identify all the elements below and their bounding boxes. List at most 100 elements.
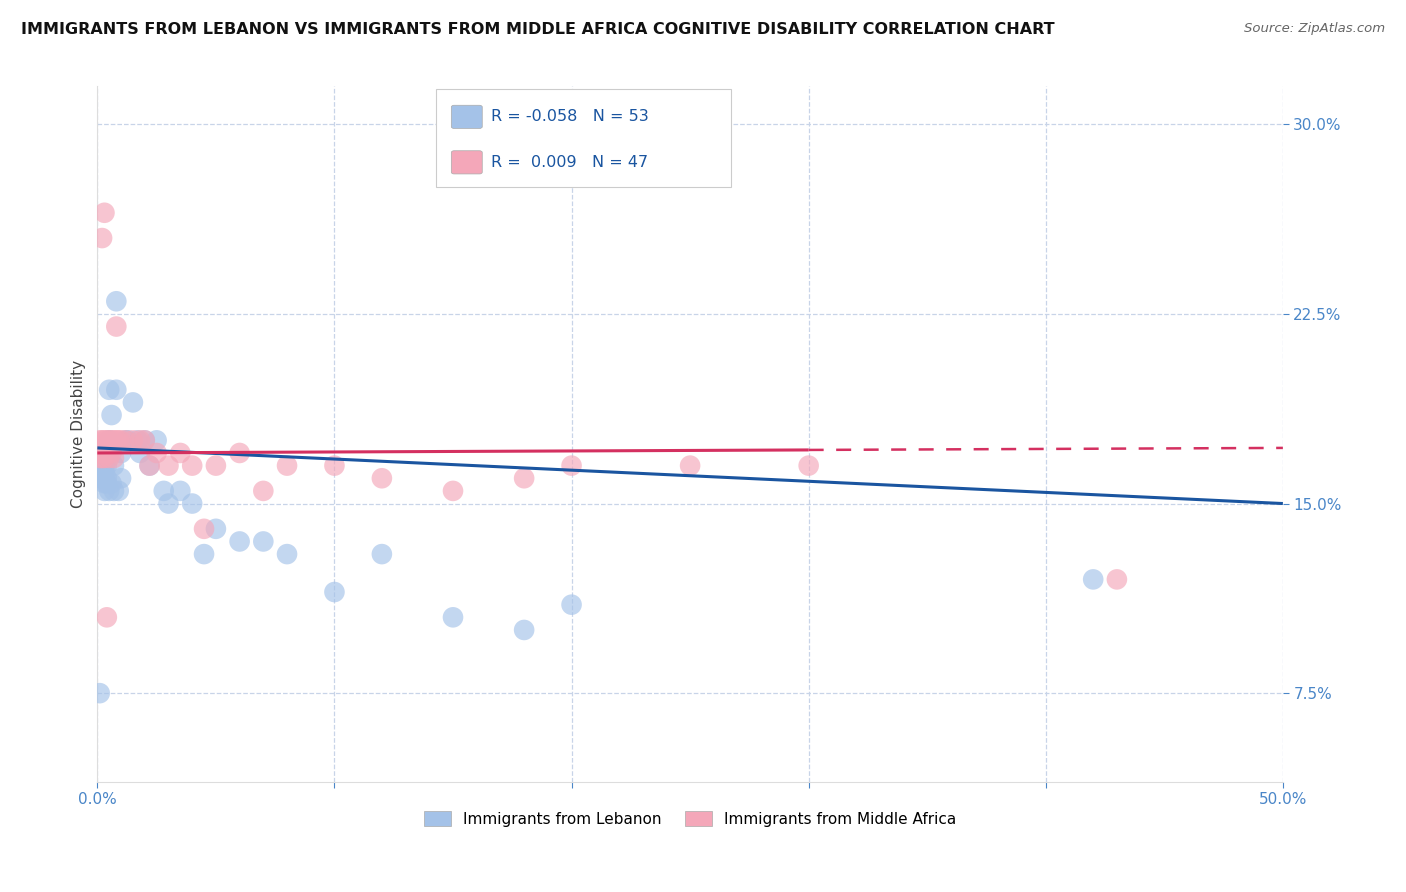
Point xyxy=(110,434,132,448)
Point xyxy=(93,434,115,448)
Point xyxy=(181,497,204,511)
Point xyxy=(110,471,132,485)
Point xyxy=(252,483,274,498)
Point xyxy=(91,446,114,460)
Point xyxy=(91,450,114,465)
Point xyxy=(157,458,180,473)
Point xyxy=(1083,573,1105,587)
Point xyxy=(797,458,820,473)
Point xyxy=(89,458,111,473)
Point xyxy=(157,497,180,511)
Point xyxy=(122,434,145,448)
Point xyxy=(100,408,122,422)
Point xyxy=(169,483,191,498)
Point xyxy=(323,585,346,599)
Point xyxy=(181,458,204,473)
Point xyxy=(110,446,132,460)
Point xyxy=(205,522,228,536)
Point xyxy=(89,686,111,700)
Text: R = -0.058   N = 53: R = -0.058 N = 53 xyxy=(491,110,648,124)
Point xyxy=(127,434,149,448)
Point xyxy=(105,434,128,448)
Point xyxy=(228,534,250,549)
Point xyxy=(107,483,129,498)
Point xyxy=(103,434,125,448)
Point xyxy=(105,383,128,397)
Point xyxy=(91,231,114,245)
Point xyxy=(371,471,394,485)
Point xyxy=(679,458,702,473)
Point xyxy=(89,458,111,473)
Point xyxy=(91,458,114,473)
Point xyxy=(105,319,128,334)
Point xyxy=(103,450,125,465)
Point xyxy=(561,598,583,612)
Point xyxy=(93,458,115,473)
Point xyxy=(138,458,160,473)
Point xyxy=(134,434,156,448)
Point xyxy=(252,534,274,549)
Point xyxy=(98,450,121,465)
Point xyxy=(129,446,152,460)
Point xyxy=(228,446,250,460)
Point xyxy=(513,623,536,637)
Point xyxy=(91,466,114,480)
Point xyxy=(441,610,464,624)
Point xyxy=(145,446,167,460)
Point xyxy=(98,434,121,448)
Point xyxy=(91,471,114,485)
Point xyxy=(93,476,115,491)
Point xyxy=(114,434,136,448)
Point xyxy=(138,458,160,473)
Point xyxy=(100,446,122,460)
Point xyxy=(276,547,298,561)
Point xyxy=(96,476,118,491)
Point xyxy=(96,610,118,624)
Point xyxy=(91,434,114,448)
Point xyxy=(193,547,215,561)
Point xyxy=(103,458,125,473)
Point xyxy=(193,522,215,536)
Point xyxy=(96,434,118,448)
Point xyxy=(98,434,121,448)
Point xyxy=(103,483,125,498)
Point xyxy=(129,434,152,448)
Point xyxy=(89,464,111,478)
Point xyxy=(93,206,115,220)
Text: R =  0.009   N = 47: R = 0.009 N = 47 xyxy=(491,155,648,169)
Point xyxy=(98,441,121,455)
Point xyxy=(96,471,118,485)
Point xyxy=(89,458,111,473)
Point xyxy=(145,434,167,448)
Point xyxy=(89,450,111,465)
Point xyxy=(89,434,111,448)
Point xyxy=(561,458,583,473)
Point xyxy=(1105,573,1128,587)
Point xyxy=(441,483,464,498)
Point xyxy=(93,464,115,478)
Y-axis label: Cognitive Disability: Cognitive Disability xyxy=(72,360,86,508)
Point xyxy=(276,458,298,473)
Point xyxy=(134,434,156,448)
Point xyxy=(205,458,228,473)
Point xyxy=(91,466,114,480)
Point xyxy=(323,458,346,473)
Point xyxy=(105,294,128,309)
Point xyxy=(122,395,145,409)
Point xyxy=(513,471,536,485)
Point xyxy=(371,547,394,561)
Text: IMMIGRANTS FROM LEBANON VS IMMIGRANTS FROM MIDDLE AFRICA COGNITIVE DISABILITY CO: IMMIGRANTS FROM LEBANON VS IMMIGRANTS FR… xyxy=(21,22,1054,37)
Point xyxy=(91,471,114,485)
Point xyxy=(117,434,139,448)
Point xyxy=(93,471,115,485)
Point xyxy=(93,483,115,498)
Point xyxy=(100,476,122,491)
Legend: Immigrants from Lebanon, Immigrants from Middle Africa: Immigrants from Lebanon, Immigrants from… xyxy=(418,805,963,833)
Point xyxy=(96,441,118,455)
Point xyxy=(93,441,115,455)
Point xyxy=(96,458,118,473)
Point xyxy=(114,434,136,448)
Point xyxy=(89,446,111,460)
Point xyxy=(152,483,174,498)
Text: Source: ZipAtlas.com: Source: ZipAtlas.com xyxy=(1244,22,1385,36)
